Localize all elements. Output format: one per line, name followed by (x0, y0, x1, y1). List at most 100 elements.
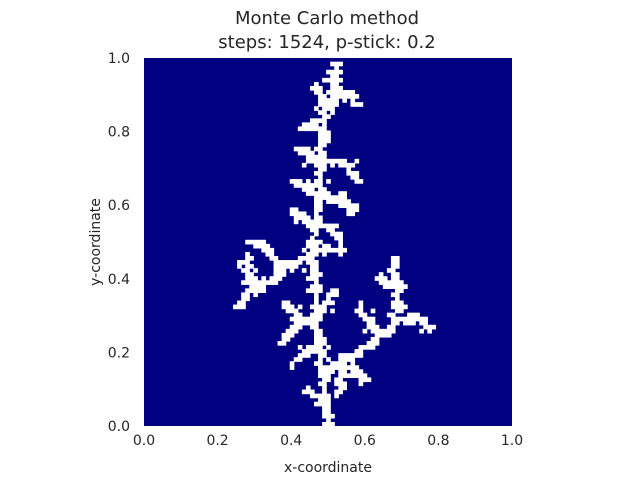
cluster-cell (245, 280, 250, 285)
cluster-cell (257, 243, 262, 249)
cluster-cell (318, 353, 323, 358)
cluster-cell (386, 284, 392, 289)
cluster-cell (318, 166, 323, 172)
cluster-cell (301, 146, 307, 152)
cluster-cell (297, 146, 303, 152)
cluster-cell (245, 268, 250, 273)
cluster-cell (326, 106, 331, 111)
cluster-cell (334, 231, 339, 237)
cluster-cell (314, 361, 319, 366)
cluster-cell (314, 146, 319, 152)
cluster-cell (423, 316, 428, 322)
cluster-cell (253, 268, 258, 273)
cluster-cell (342, 353, 347, 358)
cluster-cell (314, 260, 319, 265)
cluster-cell (358, 102, 364, 107)
cluster-cell (338, 90, 343, 95)
cluster-cell (277, 276, 283, 281)
cluster-cell (407, 316, 412, 322)
cluster-cell (415, 312, 420, 318)
cluster-cell (314, 231, 319, 237)
cluster-cell (318, 187, 323, 192)
cluster-cell (261, 280, 267, 285)
cluster-cell (305, 126, 311, 132)
cluster-cell (305, 122, 311, 128)
cluster-cell (289, 207, 295, 213)
cluster-cell (390, 280, 396, 285)
cluster-cell (330, 94, 335, 99)
cluster-cell (407, 312, 412, 318)
cluster-cell (330, 365, 335, 370)
cluster-cell (305, 223, 311, 229)
cluster-cell (293, 264, 299, 269)
cluster-cell (309, 243, 315, 249)
cluster-cell (326, 247, 331, 253)
cluster-cell (318, 328, 323, 334)
cluster-cell (322, 304, 327, 310)
cluster-cell (318, 247, 323, 253)
cluster-cell (322, 413, 327, 419)
cluster-cell (237, 264, 242, 269)
cluster-cell (318, 150, 323, 156)
cluster-cell (330, 106, 335, 111)
cluster-cell (289, 316, 295, 322)
cluster-cell (314, 345, 319, 350)
cluster-cell (334, 199, 339, 204)
cluster-cell (342, 90, 347, 95)
cluster-cell (322, 166, 327, 172)
cluster-cell (293, 324, 299, 330)
cluster-cell (322, 365, 327, 370)
cluster-cell (285, 264, 291, 269)
cluster-cell (334, 393, 339, 399)
cluster-cell (354, 369, 360, 374)
cluster-cell (322, 421, 327, 427)
cluster-cell (322, 98, 327, 103)
cluster-cell (427, 328, 433, 334)
cluster-cell (366, 320, 372, 326)
cluster-cell (370, 320, 376, 326)
cluster-cell (322, 243, 327, 249)
cluster-cell (318, 146, 323, 152)
cluster-cell (314, 126, 319, 132)
cluster-cell (330, 110, 335, 115)
cluster-cell (330, 162, 335, 168)
cluster-cell (314, 316, 319, 322)
cluster-cell (314, 90, 319, 95)
cluster-cell (305, 150, 311, 156)
cluster-cell (318, 134, 323, 140)
cluster-cell (314, 336, 319, 342)
cluster-cell (314, 247, 319, 253)
cluster-cell (366, 340, 372, 346)
cluster-cell (253, 284, 258, 289)
cluster-cell (358, 304, 364, 310)
cluster-cell (394, 260, 400, 265)
cluster-cell (314, 304, 319, 310)
cluster-cell (370, 340, 376, 346)
cluster-cell (261, 239, 267, 245)
cluster-cell (309, 187, 315, 192)
cluster-cell (245, 255, 250, 261)
cluster-cell (322, 377, 327, 383)
cluster-cell (386, 324, 392, 330)
cluster-cell (293, 215, 299, 221)
y-tick-labels: 0.0 0.2 0.4 0.6 0.8 1.0 (108, 51, 130, 435)
cluster-cell (399, 284, 404, 289)
cluster-cell (305, 288, 311, 294)
cluster-cell (390, 324, 396, 330)
cluster-cell (314, 312, 319, 318)
cluster-cell (350, 175, 356, 180)
cluster-cell (293, 211, 299, 217)
cluster-cell (273, 276, 279, 281)
cluster-cell (289, 268, 295, 273)
cluster-cell (390, 328, 396, 334)
cluster-cell (358, 312, 364, 318)
cluster-cell (338, 195, 343, 200)
cluster-cell (330, 421, 335, 427)
cluster-cell (285, 308, 291, 314)
cluster-cell (309, 183, 315, 188)
cluster-cell (354, 308, 360, 314)
cluster-cell (241, 280, 246, 285)
cluster-cell (374, 276, 380, 281)
cluster-cell (289, 332, 295, 338)
cluster-cell (277, 260, 283, 265)
